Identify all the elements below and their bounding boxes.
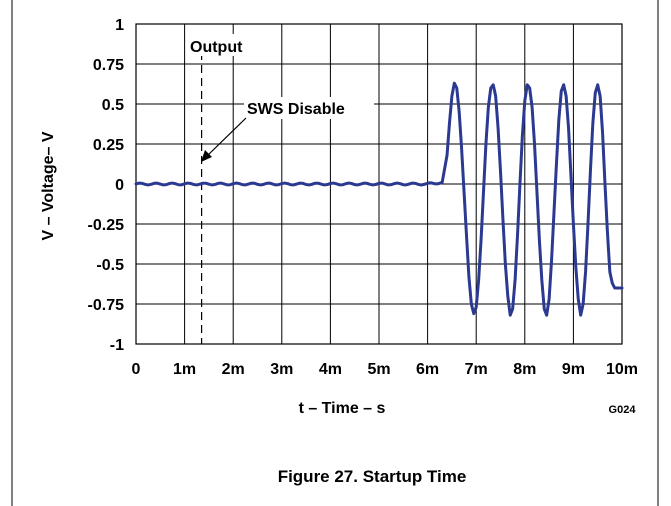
x-tick-label: 6m [416,361,439,378]
y-tick-label: 1 [115,17,124,34]
x-tick-label: 2m [222,361,245,378]
y-tick-label: -1 [110,337,124,354]
y-tick-labels: 1 0.75 0.5 0.25 0 -0.25 -0.5 -0.75 -1 [88,17,125,354]
sws-disable-label: SWS Disable [247,101,345,118]
x-tick-labels: 0 1m 2m 3m 4m 5m 6m 7m 8m 9m 10m [132,361,638,378]
y-tick-label: -0.5 [96,257,124,274]
y-tick-label: 0.25 [93,137,124,154]
x-tick-label: 7m [465,361,488,378]
x-tick-label: 9m [562,361,585,378]
sws-arrow-head [201,150,212,162]
figure-code: G024 [609,404,637,416]
y-tick-label: -0.75 [88,297,125,314]
output-label: Output [190,39,243,56]
x-tick-label: 0 [132,361,141,378]
y-tick-label: -0.25 [88,217,125,234]
x-axis-label: t – Time – s [299,400,386,417]
x-tick-label: 8m [513,361,536,378]
y-tick-label: 0.5 [102,97,124,114]
x-tick-label: 10m [606,361,638,378]
x-tick-label: 5m [367,361,390,378]
x-tick-label: 4m [319,361,342,378]
sws-arrow-line [207,118,246,156]
x-tick-label: 1m [173,361,196,378]
y-tick-label: 0.75 [93,57,124,74]
y-tick-label: 0 [115,177,124,194]
y-axis-label: V – Voltage– V [40,131,57,240]
figure-caption: Figure 27. Startup Time [278,467,467,486]
x-tick-label: 3m [270,361,293,378]
